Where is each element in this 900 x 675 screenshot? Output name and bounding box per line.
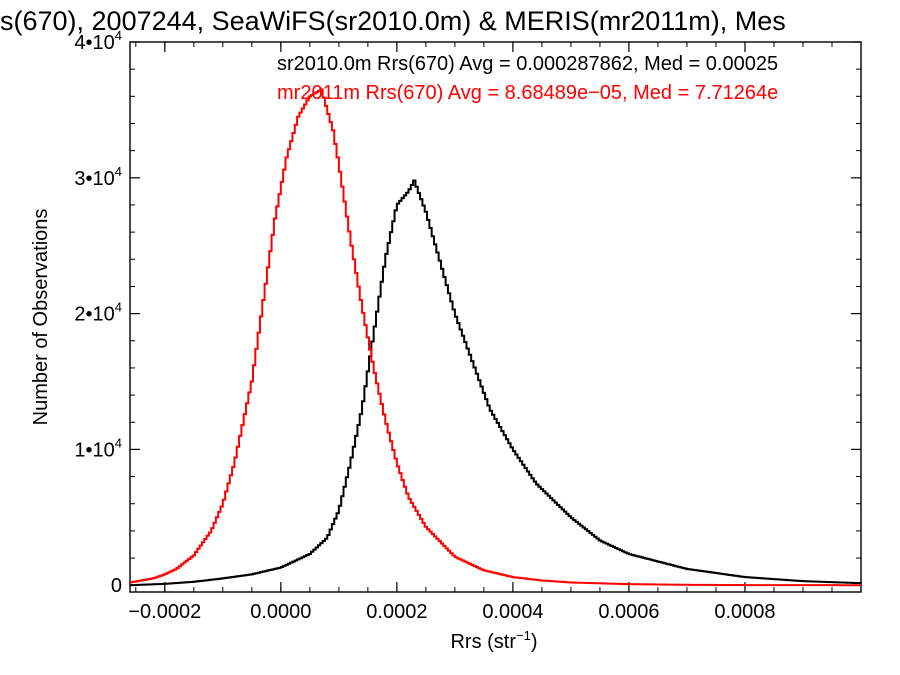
x-tick-label: 0.0002 — [366, 601, 427, 623]
x-tick-label: 0.0008 — [714, 601, 775, 623]
y-tick-label: 4•104 — [74, 28, 122, 54]
plot-area — [130, 88, 862, 587]
plot-frame — [129, 41, 862, 593]
series-mr2011-line — [130, 88, 861, 587]
x-tick-label: 0.0000 — [250, 601, 311, 623]
chart-title: s(670), 2007244, SeaWiFS(sr2010.0m) & ME… — [0, 6, 786, 36]
x-axis-label: Rrs (str−1) — [450, 628, 537, 653]
x-axis-label-superscript: −1 — [516, 628, 531, 643]
y-axis-ticks: 0 1•104 2•104 3•104 4•104 — [74, 28, 861, 597]
y-axis-label: Number of Observations — [30, 209, 52, 426]
series-sr2010-line — [130, 179, 862, 587]
y-tick-label: 1•104 — [74, 435, 122, 461]
x-tick-label: 0.0004 — [482, 601, 543, 623]
y-tick-label: 2•104 — [74, 300, 122, 326]
x-axis-ticks: −0.0002 0.0000 0.0002 0.0004 0.0006 0.0008 — [128, 42, 862, 623]
y-tick-label: 3•104 — [74, 164, 122, 190]
x-tick-label: 0.0006 — [598, 601, 659, 623]
x-axis-label-text: Rrs (str — [450, 631, 516, 653]
series-mr2011-annotation: mr2011m Rrs(670) Avg = 8.68489e−05, Med … — [277, 82, 778, 104]
x-axis-label-close: ) — [531, 631, 538, 653]
x-tick-label: −0.0002 — [128, 601, 201, 623]
y-tick-label: 0 — [111, 575, 122, 597]
series-sr2010-annotation: sr2010.0m Rrs(670) Avg = 0.000287862, Me… — [277, 53, 778, 75]
